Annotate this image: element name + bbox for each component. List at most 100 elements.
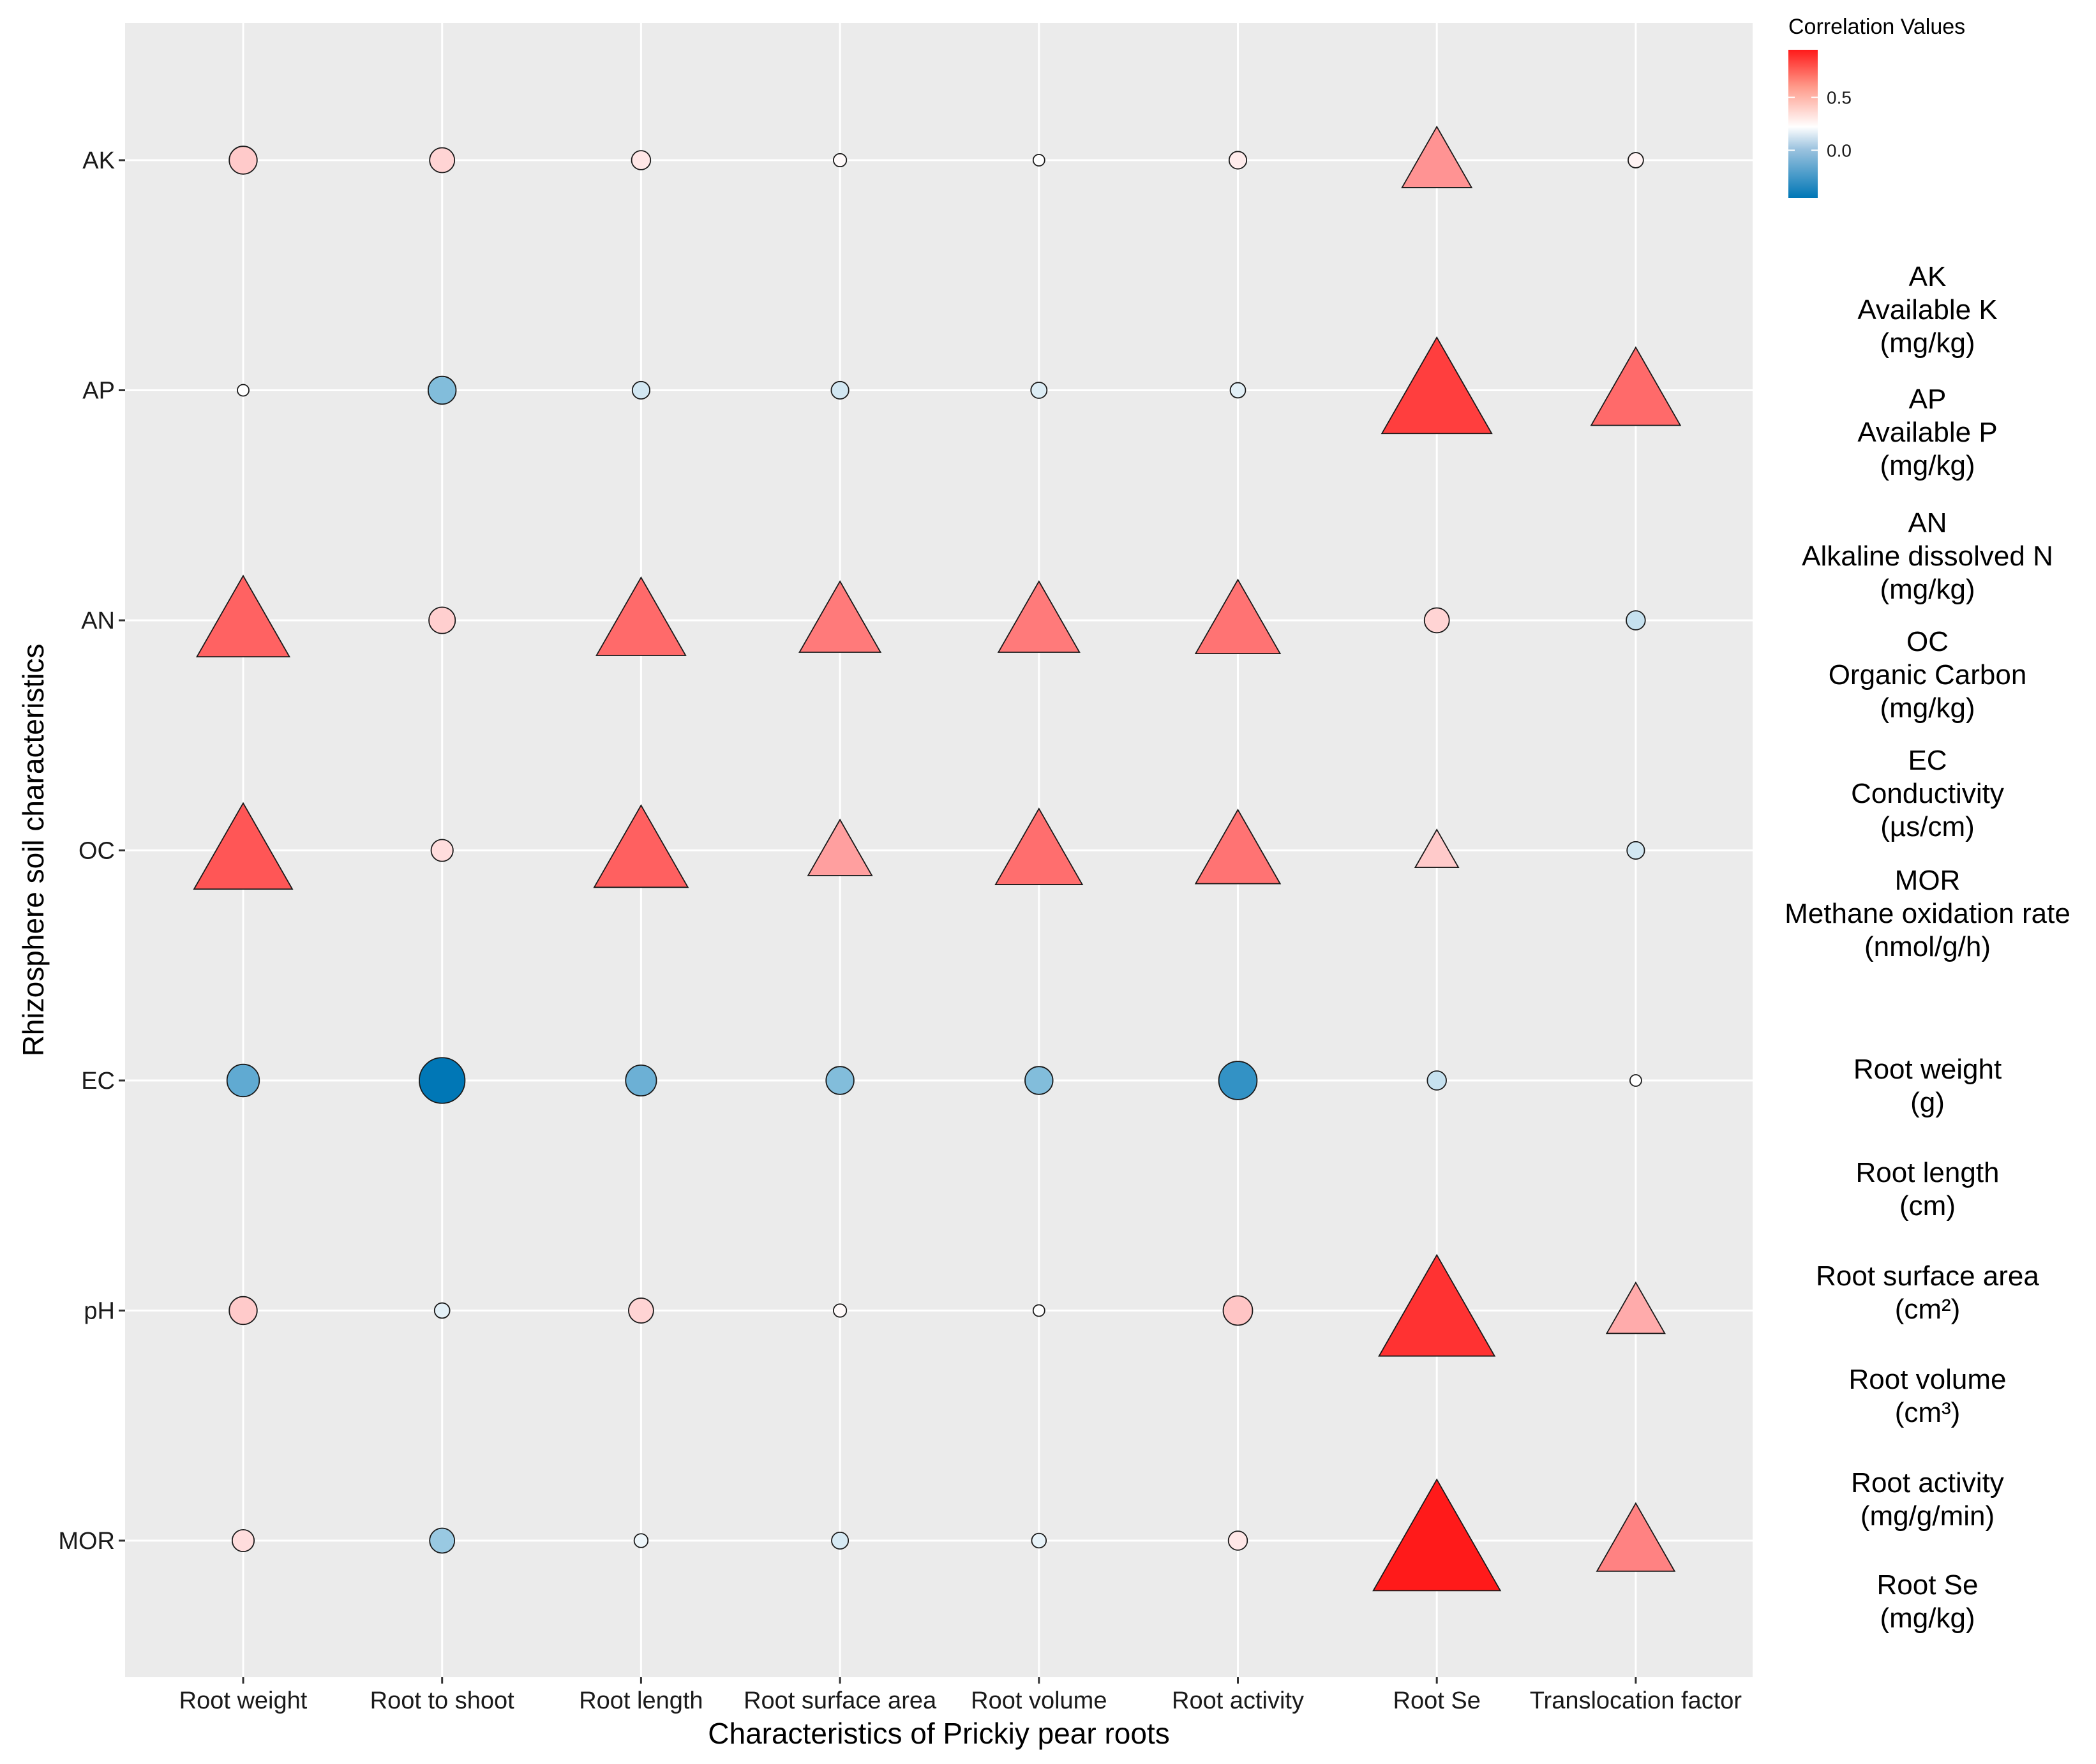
mark-ak-root-to-shoot [429,147,456,174]
mark-an-root-activity [1194,578,1282,655]
abbr-2-line-2: (mg/kg) [1880,574,1975,605]
abbr-0-line-2: (mg/kg) [1880,327,1975,359]
y-axis-title: Rhizosphere soil characteristics [17,644,50,1057]
mark-ap-root-se [1381,336,1493,435]
mark-ec-root-surface-area [825,1066,855,1095]
color-legend: Correlation Values 0.5 0.0 [1788,15,1965,198]
abbr-11-line-0: Root Se [1877,1569,1979,1601]
x-tick-label-root-length: Root length [579,1687,703,1714]
mark-an-root-surface-area [798,580,882,653]
y-axis: AK AP AN OC EC pH MOR [58,147,125,1555]
mark-ph-root-to-shoot [433,1302,451,1319]
mark-ak-root-weight [228,146,258,175]
mark-ec-root-length [625,1064,657,1097]
abbr-5-line-0: MOR [1895,865,1961,896]
mark-ak-root-activity [1228,151,1248,170]
legend-title: Correlation Values [1788,15,1965,39]
abbr-8-line-0: Root surface area [1816,1260,2039,1292]
mark-ec-root-weight [226,1063,260,1098]
mark-ap-root-to-shoot [427,375,457,405]
abbr-4-line-2: (µs/cm) [1880,811,1975,842]
x-tick-label-root-activity: Root activity [1172,1687,1304,1714]
x-axis-title: Characteristics of Prickiy pear roots [708,1717,1169,1750]
x-tick-label-root-volume: Root volume [971,1687,1107,1714]
mark-ec-root-to-shoot [419,1057,466,1104]
abbr-1-line-0: AP [1909,384,1947,415]
mark-oc-root-volume [994,807,1084,885]
mark-ap-root-weight [237,384,250,397]
chart-marks [193,125,1682,1592]
x-tick-label-root-weight: Root weight [179,1687,308,1714]
abbr-0-line-1: Available K [1857,294,1997,325]
abbr-11-line-1: (mg/kg) [1880,1603,1975,1634]
abbr-0-line-0: AK [1909,261,1947,292]
mark-ec-root-volume [1024,1066,1054,1095]
mark-oc-root-surface-area [807,818,873,876]
mark-ap-root-surface-area [830,380,850,400]
x-tick-label-root-se: Root Se [1393,1687,1481,1714]
x-tick-label-root-surface-area: Root surface area [744,1687,937,1714]
mark-oc-translocation-factor [1626,841,1645,860]
mark-oc-root-se [1414,828,1460,869]
mark-mor-root-volume [1031,1532,1047,1549]
mark-an-root-to-shoot [428,606,456,634]
mark-mor-root-length [633,1533,649,1548]
mark-ph-root-surface-area [833,1303,848,1318]
mark-ph-root-length [628,1297,654,1324]
mark-ph-root-se [1378,1253,1496,1357]
mark-ak-root-surface-area [833,153,848,168]
mark-ak-root-se [1401,125,1473,188]
mark-an-root-weight [195,574,291,657]
legend-tick-label-0-5: 0.5 [1827,88,1852,108]
mark-ap-root-volume [1030,382,1048,399]
y-tick-label-ph: pH [84,1298,115,1325]
mark-mor-root-surface-area [831,1532,850,1550]
mark-oc-root-to-shoot [430,839,454,862]
y-tick-label-ak: AK [82,147,115,174]
legend-colorbar [1788,50,1818,198]
abbr-4-line-1: Conductivity [1851,778,2004,809]
mark-mor-root-to-shoot [429,1527,456,1554]
mark-ap-translocation-factor [1590,346,1682,426]
mark-ap-root-activity [1229,382,1246,399]
mark-mor-root-se [1372,1478,1502,1592]
mark-an-root-se [1423,607,1450,634]
abbr-3-line-1: Organic Carbon [1829,659,2027,691]
mark-ak-root-volume [1032,154,1045,167]
mark-oc-root-length [593,804,689,888]
grid-lines [125,23,1753,1677]
x-tick-label-root-to-shoot: Root to shoot [370,1687,514,1714]
mark-mor-root-weight [231,1529,255,1553]
mark-an-translocation-factor [1626,610,1646,631]
abbr-10-line-1: (mg/g/min) [1860,1500,1995,1532]
mark-ec-root-se [1426,1070,1447,1091]
mark-ph-root-activity [1222,1295,1254,1326]
mark-oc-root-weight [193,802,294,890]
mark-ph-root-volume [1032,1304,1045,1317]
mark-mor-translocation-factor [1596,1502,1676,1572]
abbr-3-line-0: OC [1906,626,1949,657]
mark-ak-root-length [631,150,652,170]
abbr-5-line-2: (nmol/g/h) [1864,931,1991,962]
abbr-8-line-1: (cm²) [1895,1294,1961,1325]
abbr-6-line-1: (g) [1910,1087,1945,1118]
abbr-4-line-0: EC [1908,745,1947,776]
mark-oc-root-activity [1194,808,1282,885]
y-tick-label-ap: AP [82,378,115,405]
abbr-2-line-0: AN [1908,507,1947,539]
mark-ap-root-length [631,380,650,400]
abbr-3-line-2: (mg/kg) [1880,692,1975,724]
abbr-1-line-1: Available P [1857,417,1997,448]
mark-mor-root-activity [1227,1530,1248,1551]
abbr-10-line-0: Root activity [1851,1467,2004,1499]
legend-tick-label-0-0: 0.0 [1827,140,1852,160]
y-tick-label-an: AN [81,608,115,634]
y-tick-label-ec: EC [81,1068,115,1095]
y-tick-label-mor: MOR [58,1528,115,1555]
mark-ak-translocation-factor [1628,152,1644,168]
y-tick-label-oc: OC [79,838,115,865]
abbr-7-line-0: Root length [1855,1157,1999,1188]
mark-an-root-volume [997,580,1081,653]
